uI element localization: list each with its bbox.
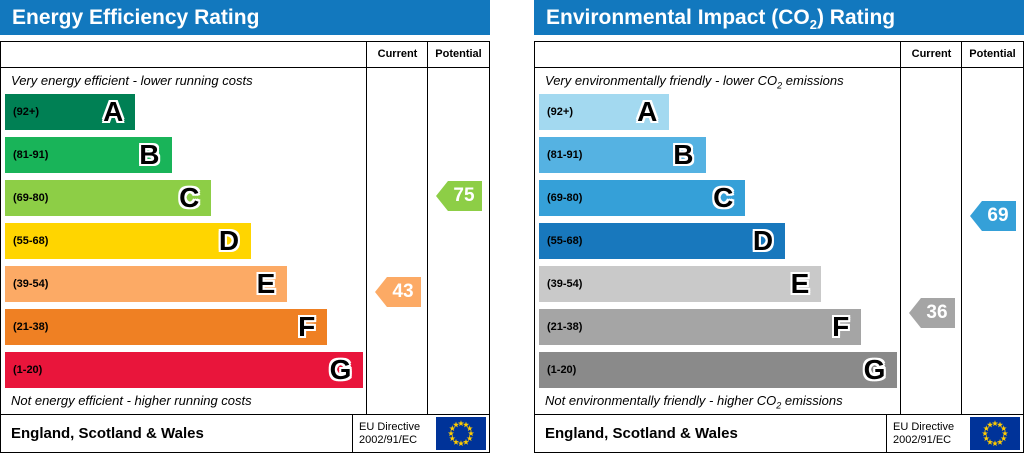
band-c: (69-80) C [539,180,746,216]
chart-title: Environmental Impact (CO2) Rating [546,6,896,33]
chart-footer: England, Scotland & Wales EU Directive 2… [1,414,489,452]
band-letter: A [637,96,658,127]
band-letter: A [103,96,124,127]
band-letter: C [179,182,200,213]
band-row: (81-91) B [539,137,901,173]
top-note: Very environmentally friendly - lower CO… [545,73,844,91]
rating-bands: (92+) A (81-91) B (69-80) C (55-68) D (39-54… [1,94,367,388]
band-range-label: (92+) [547,106,573,118]
footer-region-label: England, Scotland & Wales [11,425,204,442]
current-rating-arrow: 43 [375,277,421,307]
band-row: (21-38) F [539,309,901,345]
band-letter: D [218,225,240,256]
chart-body: Current Potential Very environmentally f… [534,41,1024,453]
eu-flag-icon [970,417,1020,450]
rating-grid: Current Potential Very energy efficient … [1,42,489,414]
chart-title-bar: Environmental Impact (CO2) Rating [534,0,1024,35]
eu-flag-icon [436,417,486,450]
band-range-label: (39-54) [547,278,583,290]
band-b: (81-91) B [5,137,172,173]
potential-rating-arrow: 69 [970,201,1016,231]
potential-rating-value: 75 [453,185,475,206]
band-row: (69-80) C [539,180,901,216]
footer-region-label: England, Scotland & Wales [545,425,738,442]
band-row: (1-20) G [5,352,367,388]
band-range-label: (81-91) [547,149,583,161]
column-divider [366,42,367,414]
band-row: (92+) A [539,94,901,130]
band-letter: E [790,268,810,299]
band-e: (39-54) E [539,266,822,302]
band-range-label: (55-68) [13,235,49,247]
band-range-label: (39-54) [13,278,49,290]
column-divider [961,42,962,414]
band-letter: B [139,139,160,170]
band-letter: C [713,182,734,213]
band-row: (55-68) D [539,223,901,259]
band-row: (39-54) E [539,266,901,302]
eu-directive-label: EU Directive 2002/91/EC [352,415,432,452]
band-b: (81-91) B [539,137,706,173]
band-range-label: (92+) [13,106,39,118]
bottom-note: Not environmentally friendly - higher CO… [545,393,843,411]
band-row: (1-20) G [539,352,901,388]
potential-rating-arrow: 75 [436,181,482,211]
band-range-label: (81-91) [13,149,49,161]
potential-rating-value: 69 [987,205,1009,226]
band-range-label: (21-38) [13,321,49,333]
column-divider [900,42,901,414]
band-row: (69-80) C [5,180,367,216]
band-letter: B [673,139,694,170]
current-rating-arrow: 36 [909,298,955,328]
band-letter: G [329,354,352,385]
band-row: (81-91) B [5,137,367,173]
band-d: (55-68) D [5,223,252,259]
environmental-impact-chart: Environmental Impact (CO2) Rating Curren… [534,0,1024,453]
current-column-header: Current [377,48,418,60]
band-row: (39-54) E [5,266,367,302]
rating-grid: Current Potential Very environmentally f… [535,42,1023,414]
band-range-label: (21-38) [547,321,583,333]
band-row: (92+) A [5,94,367,130]
chart-footer: England, Scotland & Wales EU Directive 2… [535,414,1023,452]
band-range-label: (1-20) [13,364,43,376]
eu-directive-label: EU Directive 2002/91/EC [886,415,966,452]
band-row: (55-68) D [5,223,367,259]
current-rating-value: 36 [926,302,948,323]
top-note: Very energy efficient - lower running co… [11,73,253,88]
band-a: (92+) A [5,94,136,130]
band-f: (21-38) F [539,309,862,345]
band-a: (92+) A [539,94,670,130]
band-c: (69-80) C [5,180,212,216]
band-range-label: (55-68) [547,235,583,247]
energy-efficiency-chart: Energy Efficiency Rating Current Potenti… [0,0,490,453]
band-letter: F [832,311,850,342]
band-d: (55-68) D [539,223,786,259]
band-f: (21-38) F [5,309,328,345]
column-header-row: Current Potential [535,42,1023,68]
column-divider [427,42,428,414]
chart-title: Energy Efficiency Rating [12,6,260,29]
chart-body: Current Potential Very energy efficient … [0,41,490,453]
current-column-header: Current [911,48,952,60]
band-range-label: (69-80) [547,192,583,204]
band-row: (21-38) F [5,309,367,345]
band-letter: F [298,311,316,342]
band-range-label: (1-20) [547,364,577,376]
column-header-row: Current Potential [1,42,489,68]
band-letter: E [256,268,276,299]
potential-column-header: Potential [969,48,1016,60]
chart-title-bar: Energy Efficiency Rating [0,0,490,35]
bottom-note: Not energy efficient - higher running co… [11,393,252,408]
band-range-label: (69-80) [13,192,49,204]
band-letter: D [752,225,774,256]
band-g: (1-20) G [539,352,898,388]
band-e: (39-54) E [5,266,288,302]
rating-bands: (92+) A (81-91) B (69-80) C (55-68) D (39-54… [535,94,901,388]
potential-column-header: Potential [435,48,482,60]
band-letter: G [863,354,886,385]
current-rating-value: 43 [392,281,414,302]
band-g: (1-20) G [5,352,364,388]
